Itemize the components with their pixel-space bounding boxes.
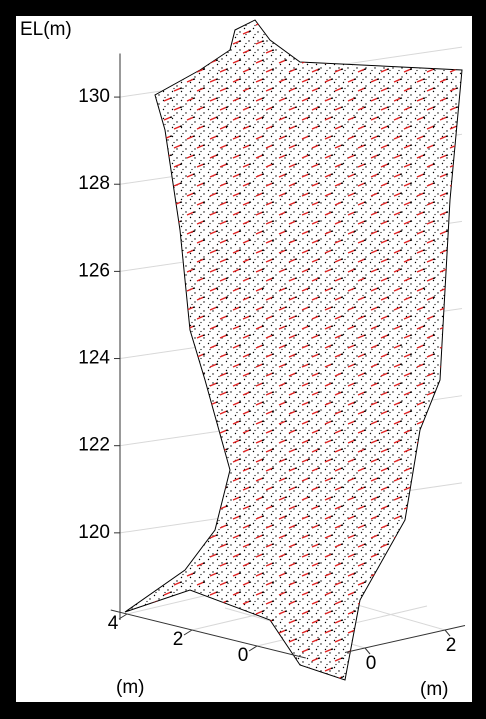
z-tick-label: 124 — [78, 348, 110, 369]
x-tick-label: 4 — [108, 613, 119, 634]
y-tick-label: 2 — [446, 635, 457, 656]
z-tick-label: 128 — [78, 173, 110, 194]
z-tick-label: 122 — [78, 435, 110, 456]
y-tick-label: 0 — [366, 653, 377, 674]
x-tick-label: 2 — [173, 629, 184, 650]
page: {"chart_data": {"type": "surface", "zlab… — [0, 0, 486, 719]
z-tick-label: 120 — [78, 522, 110, 543]
z-axis-label: EL(m) — [20, 19, 72, 40]
x-axis-label: (m) — [116, 677, 144, 698]
y-axis-label: (m) — [420, 679, 448, 700]
chart: EL(m) (m) (m) 120 122 124 126 128 130 4 2 0 0 2 — [0, 0, 486, 719]
z-tick-label: 126 — [78, 260, 110, 281]
x-tick-label: 0 — [238, 645, 249, 666]
z-tick-label: 130 — [78, 86, 110, 107]
